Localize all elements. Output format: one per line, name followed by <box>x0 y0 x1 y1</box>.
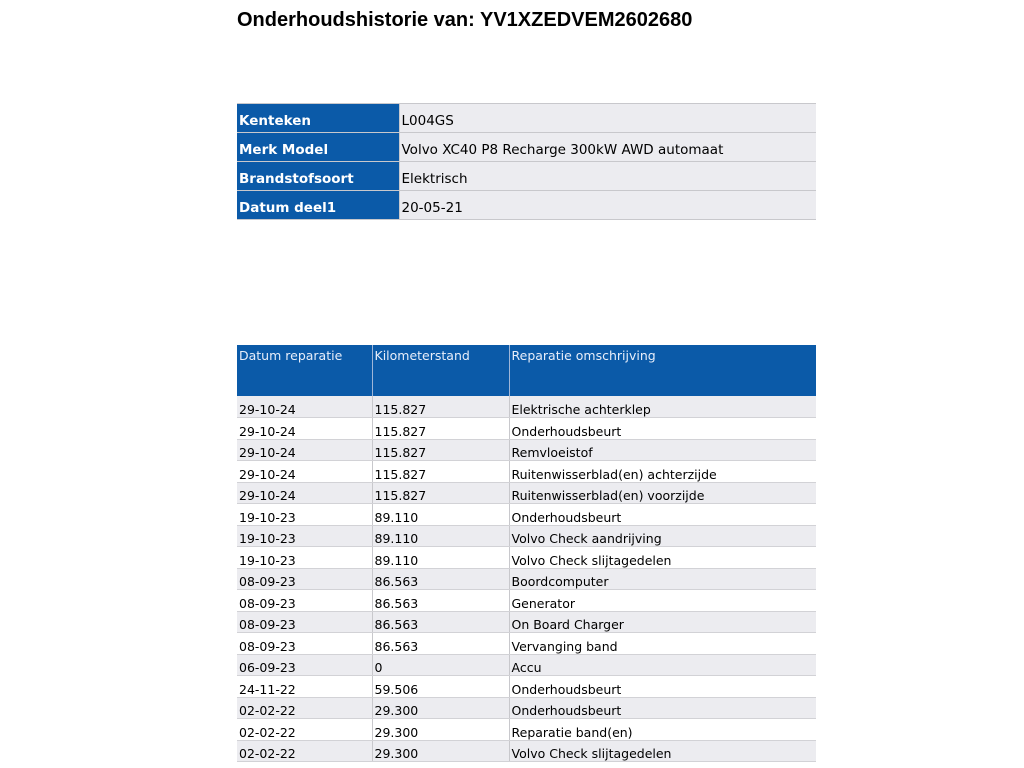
cell-date: 29-10-24 <box>237 482 373 504</box>
cell-date: 19-10-23 <box>237 503 373 526</box>
cell-mileage: 29.300 <box>372 740 510 762</box>
table-row: 08-09-23 86.563 On Board Charger <box>237 611 816 633</box>
cell-mileage: 115.827 <box>372 482 510 504</box>
table-row: 02-02-22 29.300 Onderhoudsbeurt <box>237 697 816 719</box>
info-label: Datum deel1 <box>237 190 400 220</box>
cell-description: Accu <box>509 654 816 676</box>
cell-description: Onderhoudsbeurt <box>509 417 816 440</box>
cell-description: Volvo Check aandrijving <box>509 525 816 547</box>
cell-description: Vervanging band <box>509 632 816 655</box>
cell-mileage: 115.827 <box>372 460 510 483</box>
cell-date: 29-10-24 <box>237 439 373 461</box>
table-row: 29-10-24 115.827 Remvloeistof <box>237 439 816 461</box>
cell-date: 24-11-22 <box>237 675 373 698</box>
column-header-mileage: Kilometerstand <box>372 345 510 396</box>
cell-description: Volvo Check slijtagedelen <box>509 546 816 569</box>
table-row: 06-09-23 0 Accu <box>237 654 816 676</box>
cell-mileage: 115.827 <box>372 396 510 418</box>
info-label: Brandstofsoort <box>237 161 400 191</box>
vehicle-info-row: Datum deel1 20-05-21 <box>237 190 816 220</box>
cell-mileage: 86.563 <box>372 632 510 655</box>
info-label: Merk Model <box>237 132 400 162</box>
cell-mileage: 89.110 <box>372 525 510 547</box>
cell-mileage: 89.110 <box>372 503 510 526</box>
table-row: 02-02-22 29.300 Reparatie band(en) <box>237 718 816 741</box>
cell-description: Onderhoudsbeurt <box>509 503 816 526</box>
cell-date: 02-02-22 <box>237 697 373 719</box>
cell-description: Elektrische achterklep <box>509 396 816 418</box>
vehicle-info-table: Kenteken L004GS Merk Model Volvo XC40 P8 Re… <box>237 103 816 220</box>
column-header-date: Datum reparatie <box>237 345 373 396</box>
cell-mileage: 86.563 <box>372 611 510 633</box>
cell-mileage: 29.300 <box>372 718 510 741</box>
cell-date: 06-09-23 <box>237 654 373 676</box>
cell-mileage: 86.563 <box>372 589 510 612</box>
cell-date: 02-02-22 <box>237 718 373 741</box>
table-row: 29-10-24 115.827 Ruitenwisserblad(en) acht… <box>237 460 816 483</box>
table-row: 08-09-23 86.563 Generator <box>237 589 816 612</box>
cell-description: Ruitenwisserblad(en) voorzijde <box>509 482 816 504</box>
cell-description: Ruitenwisserblad(en) achterzijde <box>509 460 816 483</box>
cell-mileage: 86.563 <box>372 568 510 590</box>
cell-date: 29-10-24 <box>237 417 373 440</box>
table-row: 02-02-22 29.300 Volvo Check slijtagedelen <box>237 740 816 762</box>
table-row: 08-09-23 86.563 Vervanging band <box>237 632 816 655</box>
cell-date: 02-02-22 <box>237 740 373 762</box>
info-value: Elektrisch <box>399 161 816 191</box>
table-row: 19-10-23 89.110 Onderhoudsbeurt <box>237 503 816 526</box>
table-row: 19-10-23 89.110 Volvo Check slijtagedelen <box>237 546 816 569</box>
cell-date: 08-09-23 <box>237 632 373 655</box>
maintenance-history-table: Datum reparatie Kilometerstand Reparatie… <box>237 345 816 762</box>
cell-mileage: 59.506 <box>372 675 510 698</box>
column-header-description: Reparatie omschrijving <box>509 345 816 396</box>
table-row: 29-10-24 115.827 Onderhoudsbeurt <box>237 417 816 440</box>
table-row: 29-10-24 115.827 Ruitenwisserblad(en) voor… <box>237 482 816 504</box>
cell-date: 08-09-23 <box>237 589 373 612</box>
info-value: 20-05-21 <box>399 190 816 220</box>
cell-description: Boordcomputer <box>509 568 816 590</box>
table-row: 29-10-24 115.827 Elektrische achterklep <box>237 396 816 418</box>
cell-mileage: 0 <box>372 654 510 676</box>
page-title: Onderhoudshistorie van: YV1XZEDVEM260268… <box>237 9 693 31</box>
cell-description: Remvloeistof <box>509 439 816 461</box>
cell-mileage: 29.300 <box>372 697 510 719</box>
cell-date: 19-10-23 <box>237 525 373 547</box>
cell-date: 29-10-24 <box>237 460 373 483</box>
table-row: 08-09-23 86.563 Boordcomputer <box>237 568 816 590</box>
info-label: Kenteken <box>237 103 400 133</box>
vehicle-info-row: Kenteken L004GS <box>237 103 816 133</box>
cell-mileage: 89.110 <box>372 546 510 569</box>
cell-date: 29-10-24 <box>237 396 373 418</box>
cell-date: 19-10-23 <box>237 546 373 569</box>
info-value: Volvo XC40 P8 Recharge 300kW AWD automaa… <box>399 132 816 162</box>
table-row: 24-11-22 59.506 Onderhoudsbeurt <box>237 675 816 698</box>
table-row: 19-10-23 89.110 Volvo Check aandrijving <box>237 525 816 547</box>
cell-date: 08-09-23 <box>237 568 373 590</box>
cell-description: Generator <box>509 589 816 612</box>
cell-mileage: 115.827 <box>372 439 510 461</box>
vehicle-info-row: Brandstofsoort Elektrisch <box>237 161 816 191</box>
cell-description: On Board Charger <box>509 611 816 633</box>
vehicle-info-row: Merk Model Volvo XC40 P8 Recharge 300kW A… <box>237 132 816 162</box>
cell-description: Reparatie band(en) <box>509 718 816 741</box>
cell-description: Onderhoudsbeurt <box>509 697 816 719</box>
cell-date: 08-09-23 <box>237 611 373 633</box>
cell-description: Volvo Check slijtagedelen <box>509 740 816 762</box>
cell-description: Onderhoudsbeurt <box>509 675 816 698</box>
info-value: L004GS <box>399 103 816 133</box>
cell-mileage: 115.827 <box>372 417 510 440</box>
